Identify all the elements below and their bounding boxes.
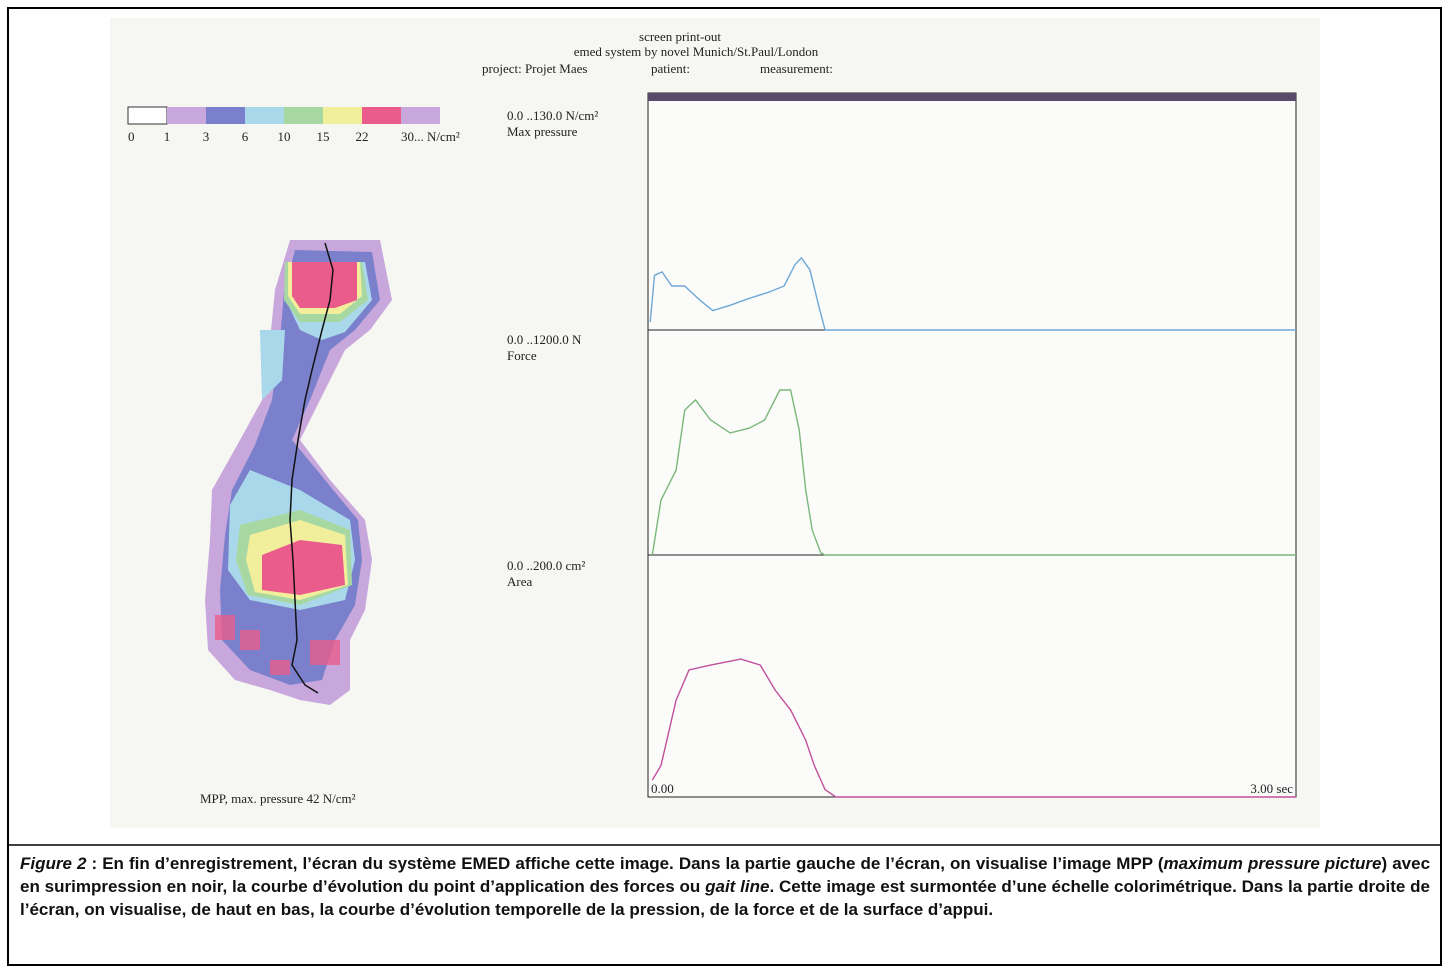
caption: Figure 2 : En fin d’enregistrement, l’éc… — [20, 852, 1430, 921]
caption-text: gait line — [705, 877, 769, 896]
map-label: MPP, max. pressure 42 N/cm² — [200, 791, 356, 806]
figure: screen print-out emed system by novel Mu… — [0, 0, 1449, 969]
caption-text: Figure 2 — [20, 854, 86, 873]
panel-range: 0.0 ..1200.0 N — [507, 332, 582, 347]
caption-text: : En fin d’enregistrement, l’écran du sy… — [86, 854, 1163, 873]
scale-swatch — [206, 107, 245, 124]
header-line: screen print-out — [639, 29, 721, 44]
caption-text: maximum pressure picture — [1164, 854, 1382, 873]
header-project: project: Projet Maes — [482, 61, 587, 76]
scale-swatch — [401, 107, 440, 124]
panel-name: Force — [507, 348, 537, 363]
page: screen print-out emed system by novel Mu… — [0, 0, 1449, 969]
x-tick-label: 3.00 sec — [1250, 781, 1293, 796]
scale-label: 3 — [203, 129, 210, 144]
chart-frame — [648, 93, 1296, 797]
scale-label: 22 — [356, 129, 369, 144]
scale-label: 0 — [128, 129, 135, 144]
scale-swatch — [362, 107, 401, 124]
progress-bar — [648, 93, 1296, 101]
panel-name: Area — [507, 574, 532, 589]
x-tick-label: 0.00 — [651, 781, 674, 796]
scale-label: 30... N/cm² — [401, 129, 460, 144]
scale-swatch — [284, 107, 323, 124]
scale-swatch — [128, 107, 167, 124]
header-line: emed system by novel Munich/St.Paul/Lond… — [574, 44, 819, 59]
panel-range: 0.0 ..130.0 N/cm² — [507, 108, 598, 123]
panel-range: 0.0 ..200.0 cm² — [507, 558, 585, 573]
scale-label: 1 — [164, 129, 171, 144]
panel-name: Max pressure — [507, 124, 578, 139]
header-measurement: measurement: — [760, 61, 833, 76]
scale-label: 15 — [317, 129, 330, 144]
scale-swatch — [167, 107, 206, 124]
header-patient: patient: — [651, 61, 690, 76]
scale-swatch — [245, 107, 284, 124]
scale-label: 6 — [242, 129, 249, 144]
scale-label: 10 — [278, 129, 291, 144]
scale-swatch — [323, 107, 362, 124]
